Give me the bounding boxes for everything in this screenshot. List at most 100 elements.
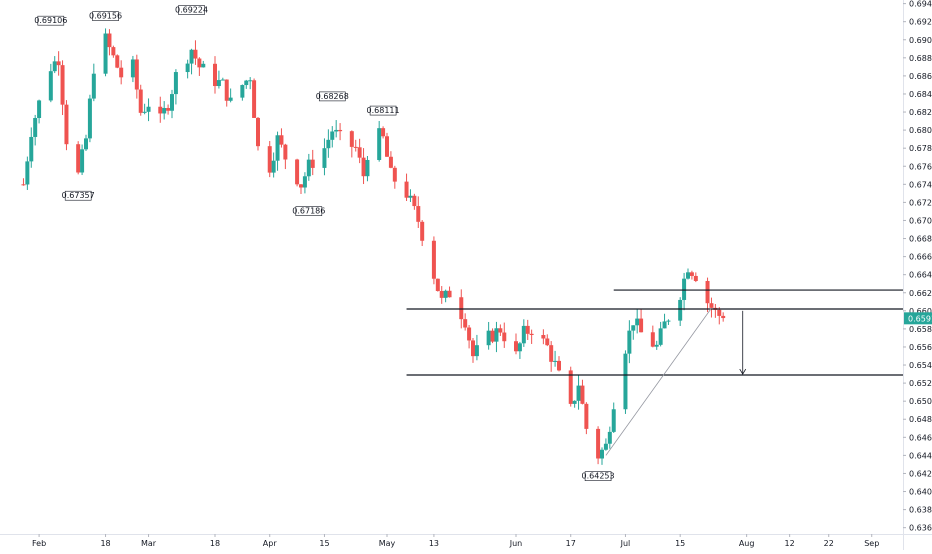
price-annotation: 0.67357 [62,190,95,201]
candle [256,117,260,151]
candle [388,151,393,169]
candle [173,69,178,105]
candle [338,123,343,141]
y-tick-label: 0.65200 [909,379,932,388]
candle [353,139,358,152]
candle [553,350,558,367]
candle [330,126,335,148]
candle [193,40,198,65]
candle [521,319,526,347]
annotation-label: 0.69224 [175,6,208,15]
candle [228,88,233,103]
candle [357,138,362,164]
candle [627,320,632,364]
candle [717,307,722,325]
y-tick-label: 0.63800 [909,506,932,515]
candle [142,103,147,115]
y-tick-label: 0.68600 [909,72,932,81]
candle [84,134,88,151]
candle [349,130,354,158]
y-tick-label: 0.68400 [909,90,932,99]
candle [408,189,413,202]
candle [431,236,436,285]
candle [377,121,382,162]
candle [189,48,194,75]
trend-line [605,307,712,456]
annotation-label: 0.69106 [34,16,67,25]
candle [64,100,69,151]
candle [607,426,612,449]
candle [631,325,636,340]
candle [111,45,116,58]
y-tick-label: 0.64000 [909,488,932,497]
candle [502,322,507,348]
y-tick-label: 0.69400 [909,0,932,9]
candle [334,120,339,138]
candle [87,94,92,143]
candle [682,272,687,311]
candle [103,28,108,77]
candle [279,128,284,148]
candle [721,312,726,322]
y-tick-label: 0.68000 [909,126,932,135]
x-tick-label: Aug [739,539,755,548]
candle [650,325,655,348]
candle [322,138,327,176]
y-tick-label: 0.63600 [909,524,932,533]
candle [310,149,315,176]
annotation-label: 0.64253 [582,472,615,481]
candle [435,278,440,292]
candle [56,51,61,76]
candle [490,328,495,344]
y-tick-label: 0.69000 [909,36,932,45]
y-tick-label: 0.67200 [909,198,932,207]
candle [447,286,452,298]
candle [271,152,276,178]
y-tick-label: 0.67800 [909,144,932,153]
candle [29,127,34,168]
candle [600,447,604,465]
x-tick-label: 12 [785,539,795,548]
x-tick-label: Feb [32,539,46,548]
candle [138,84,143,116]
candle [76,141,81,175]
y-tick-label: 0.67400 [909,180,932,189]
candle [248,77,253,90]
candle [119,60,124,85]
candle [361,148,366,185]
candle [392,165,397,189]
price-annotation: 0.69156 [89,11,122,21]
candle [654,340,659,350]
candle [603,438,608,451]
candle [463,313,468,331]
current-price-tag: 0.65917 [904,312,932,325]
candle [549,341,554,372]
x-tick-label: 15 [319,539,329,548]
candle [686,268,690,280]
candle [662,313,667,329]
candle [443,289,448,303]
candle [498,324,503,337]
y-tick-label: 0.66400 [909,271,932,280]
x-tick-label: 22 [824,539,834,548]
candle [713,303,718,318]
y-tick-label: 0.65800 [909,325,932,334]
candle [576,375,581,410]
candle [689,270,694,280]
x-tick-label: Jul [620,539,631,548]
annotation-label: 0.67357 [62,191,95,200]
candle [302,172,307,194]
candle [213,56,217,94]
candle [146,98,151,122]
candle [596,426,601,465]
projection-arrow-head [739,368,747,375]
y-tick-label: 0.69200 [909,18,932,27]
candle [412,193,417,210]
candle [517,341,522,359]
candle [185,59,190,79]
y-tick-label: 0.65000 [909,397,932,406]
candle [224,79,229,107]
candle [420,220,425,247]
y-tick-label: 0.64800 [909,415,932,424]
candle [52,56,57,74]
